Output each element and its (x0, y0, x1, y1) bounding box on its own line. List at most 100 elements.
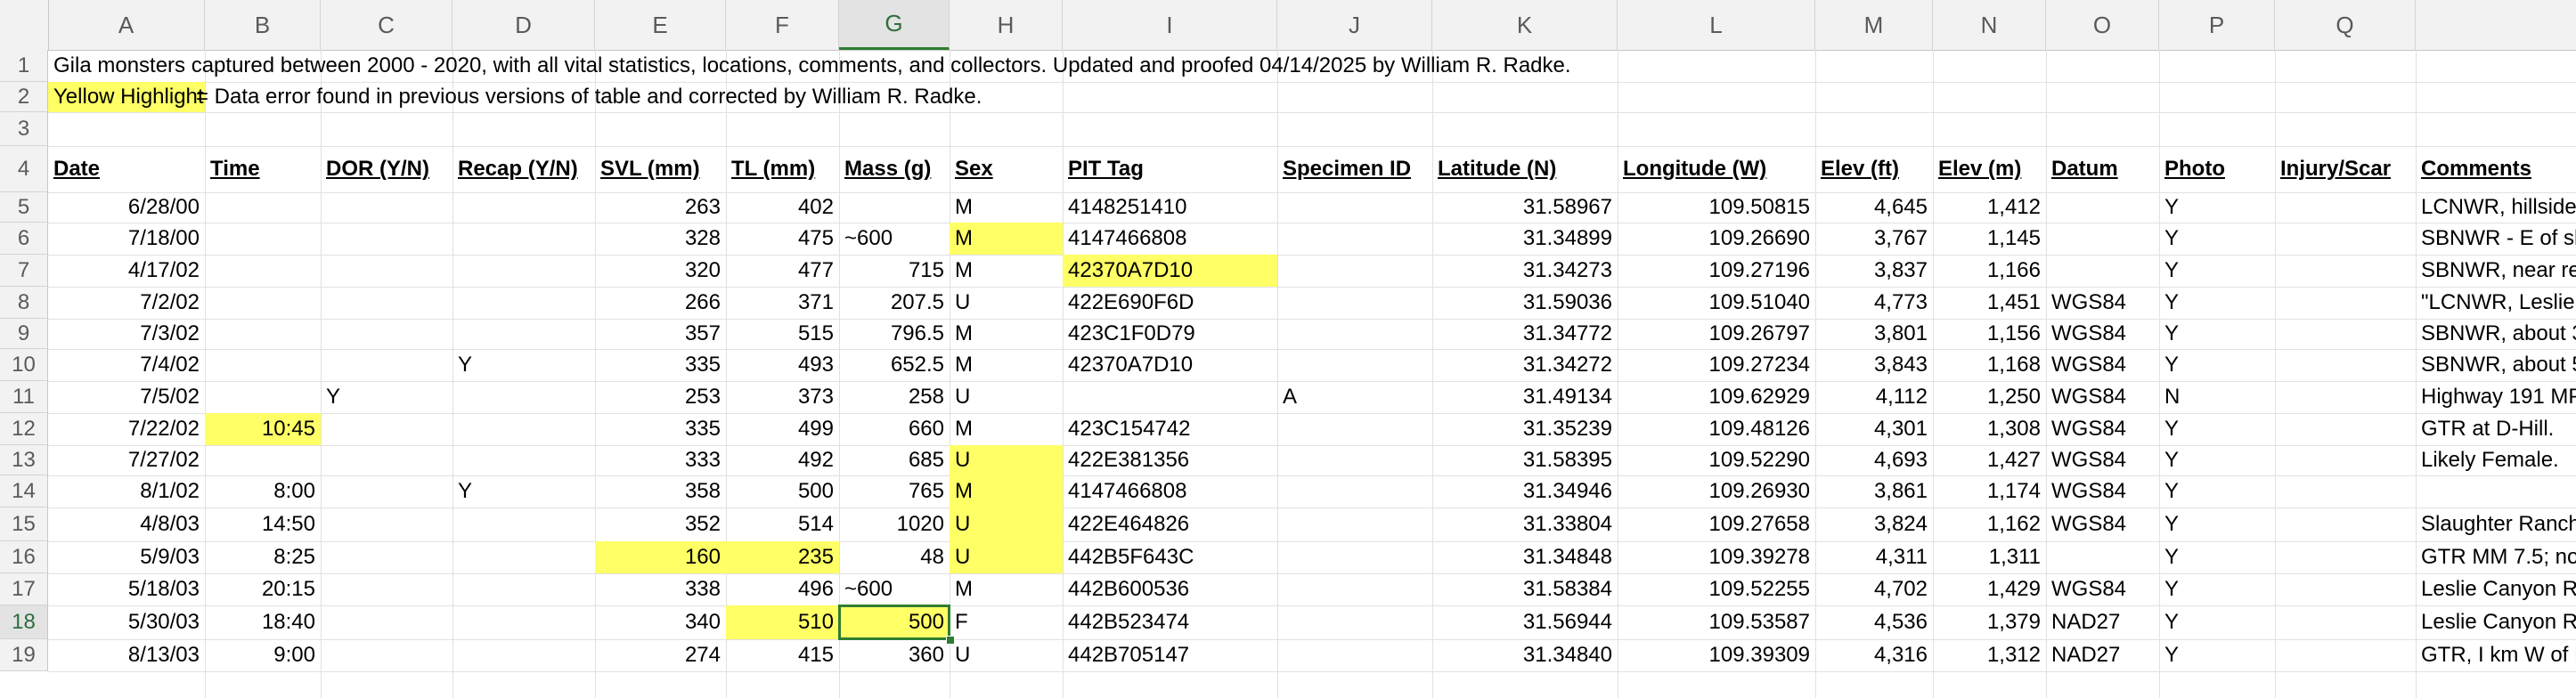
header-specimen-id[interactable]: Specimen ID (1283, 157, 1412, 181)
cell-longitude[interactable]: 109.27658 (1708, 512, 1810, 536)
cell-date[interactable]: 7/2/02 (140, 290, 200, 314)
cell-elev-m[interactable]: 1,250 (1986, 385, 2041, 409)
cell-elev-ft[interactable]: 3,767 (1873, 226, 1928, 250)
cell-longitude[interactable]: 109.48126 (1708, 417, 1810, 441)
cell-date[interactable]: 5/18/03 (127, 577, 200, 601)
cell-latitude[interactable]: 31.34899 (1522, 226, 1612, 250)
cell-date[interactable]: 7/18/00 (127, 226, 200, 250)
cell-tl[interactable]: 492 (797, 448, 834, 472)
row-header-9[interactable]: 9 (0, 319, 48, 349)
row-header-2[interactable]: 2 (0, 82, 48, 112)
cell-tl[interactable]: 235 (726, 541, 839, 573)
cell-mass[interactable]: 207.5 (890, 290, 944, 314)
column-header-q[interactable]: Q (2275, 0, 2416, 50)
header-dor[interactable]: DOR (Y/N) (326, 157, 429, 181)
cell-comments[interactable]: SBNWR, near rest (2421, 258, 2576, 282)
header-date[interactable]: Date (53, 157, 101, 181)
cell-tl[interactable]: 500 (797, 479, 834, 503)
cell-time[interactable]: 8:25 (273, 545, 315, 569)
cell-tl[interactable]: 514 (797, 512, 834, 536)
cell-sex[interactable]: U (950, 445, 1063, 475)
cell-tl[interactable]: 475 (797, 226, 834, 250)
cell-mass[interactable]: 685 (908, 448, 944, 472)
cell-comments[interactable]: Likely Female. (2421, 448, 2559, 472)
cell-dor[interactable]: Y (326, 385, 341, 409)
column-header-j[interactable]: J (1277, 0, 1432, 50)
cell-elev-m[interactable]: 1,312 (1986, 643, 2041, 667)
cell-datum[interactable]: NAD27 (2051, 610, 2121, 634)
column-header-h[interactable]: H (950, 0, 1063, 50)
cell-mass[interactable]: 1020 (896, 512, 944, 536)
row-header-19[interactable]: 19 (0, 639, 48, 671)
cell-comments[interactable]: GTR at D-Hill. (2421, 417, 2555, 441)
cell-pit-tag[interactable]: 442B705147 (1068, 643, 1190, 667)
cell-time[interactable]: 20:15 (261, 577, 315, 601)
cell-sex[interactable]: U (955, 290, 971, 314)
cell-svl[interactable]: 274 (684, 643, 721, 667)
cell-latitude[interactable]: 31.33804 (1522, 512, 1612, 536)
cell-longitude[interactable]: 109.62929 (1708, 385, 1810, 409)
cell-longitude[interactable]: 109.51040 (1708, 290, 1810, 314)
cell-sex[interactable]: M (955, 577, 973, 601)
cell-sex[interactable]: M (955, 321, 973, 345)
cell-time[interactable]: 18:40 (261, 610, 315, 634)
cell-time[interactable]: 9:00 (273, 643, 315, 667)
cell-pit-tag[interactable]: 4147466808 (1068, 479, 1187, 503)
cell-latitude[interactable]: 31.58395 (1522, 448, 1612, 472)
cell-elev-m[interactable]: 1,166 (1986, 258, 2041, 282)
row-header-11[interactable]: 11 (0, 381, 48, 413)
cell-latitude[interactable]: 31.34840 (1522, 643, 1612, 667)
cell-photo[interactable]: Y (2164, 353, 2180, 377)
cell-photo[interactable]: Y (2164, 577, 2180, 601)
cell-latitude[interactable]: 31.35239 (1522, 417, 1612, 441)
cell-svl[interactable]: 333 (684, 448, 721, 472)
cell-elev-ft[interactable]: 4,301 (1873, 417, 1928, 441)
row-header-1[interactable]: 1 (0, 50, 48, 82)
cell-elev-m[interactable]: 1,379 (1986, 610, 2041, 634)
cell-recap[interactable]: Y (458, 479, 473, 503)
header-photo[interactable]: Photo (2164, 157, 2225, 181)
cell-sex[interactable]: U (950, 541, 1063, 573)
cell-datum[interactable]: WGS84 (2051, 385, 2127, 409)
row-header-14[interactable]: 14 (0, 475, 48, 507)
cell-elev-m[interactable]: 1,451 (1986, 290, 2041, 314)
cell-datum[interactable]: WGS84 (2051, 353, 2127, 377)
cell-date[interactable]: 7/4/02 (140, 353, 200, 377)
cell-svl[interactable]: 320 (684, 258, 721, 282)
cell-longitude[interactable]: 109.53587 (1708, 610, 1810, 634)
legend-highlight-key[interactable]: Yellow Highlight (48, 82, 205, 112)
cell-datum[interactable]: WGS84 (2051, 448, 2127, 472)
cell-longitude[interactable]: 109.50815 (1708, 195, 1810, 219)
cell-sex[interactable]: M (955, 417, 973, 441)
cell-datum[interactable]: WGS84 (2051, 479, 2127, 503)
cell-date[interactable]: 7/27/02 (127, 448, 200, 472)
cell-mass[interactable]: 360 (908, 643, 944, 667)
cell-elev-m[interactable]: 1,429 (1986, 577, 2041, 601)
cell-pit-tag[interactable]: 4147466808 (1068, 226, 1187, 250)
cell-svl[interactable]: 340 (684, 610, 721, 634)
row-header-6[interactable]: 6 (0, 223, 48, 255)
cell-mass[interactable]: 715 (908, 258, 944, 282)
sheet-title-note[interactable]: Gila monsters captured between 2000 - 20… (53, 53, 1571, 77)
column-header-i[interactable]: I (1063, 0, 1277, 50)
cell-pit-tag[interactable]: 423C1F0D79 (1068, 321, 1195, 345)
cell-pit-tag[interactable]: 42370A7D10 (1063, 255, 1277, 287)
cell-elev-ft[interactable]: 3,843 (1873, 353, 1928, 377)
cell-datum[interactable]: WGS84 (2051, 290, 2127, 314)
cell-mass[interactable]: 258 (908, 385, 944, 409)
header-injury-scar[interactable]: Injury/Scar (2280, 157, 2392, 181)
cell-svl[interactable]: 358 (684, 479, 721, 503)
cell-photo[interactable]: Y (2164, 417, 2180, 441)
cell-elev-ft[interactable]: 4,311 (1875, 545, 1928, 569)
row-header-16[interactable]: 16 (0, 541, 48, 573)
cell-pit-tag[interactable]: 42370A7D10 (1068, 353, 1194, 377)
cell-longitude[interactable]: 109.27234 (1708, 353, 1810, 377)
cell-longitude[interactable]: 109.39278 (1708, 545, 1810, 569)
cell-date[interactable]: 5/30/03 (127, 610, 200, 634)
cell-elev-m[interactable]: 1,168 (1986, 353, 2041, 377)
select-all-corner[interactable] (0, 0, 49, 50)
cell-svl[interactable]: 328 (684, 226, 721, 250)
row-header-12[interactable]: 12 (0, 413, 48, 445)
cell-mass[interactable]: 48 (920, 545, 944, 569)
